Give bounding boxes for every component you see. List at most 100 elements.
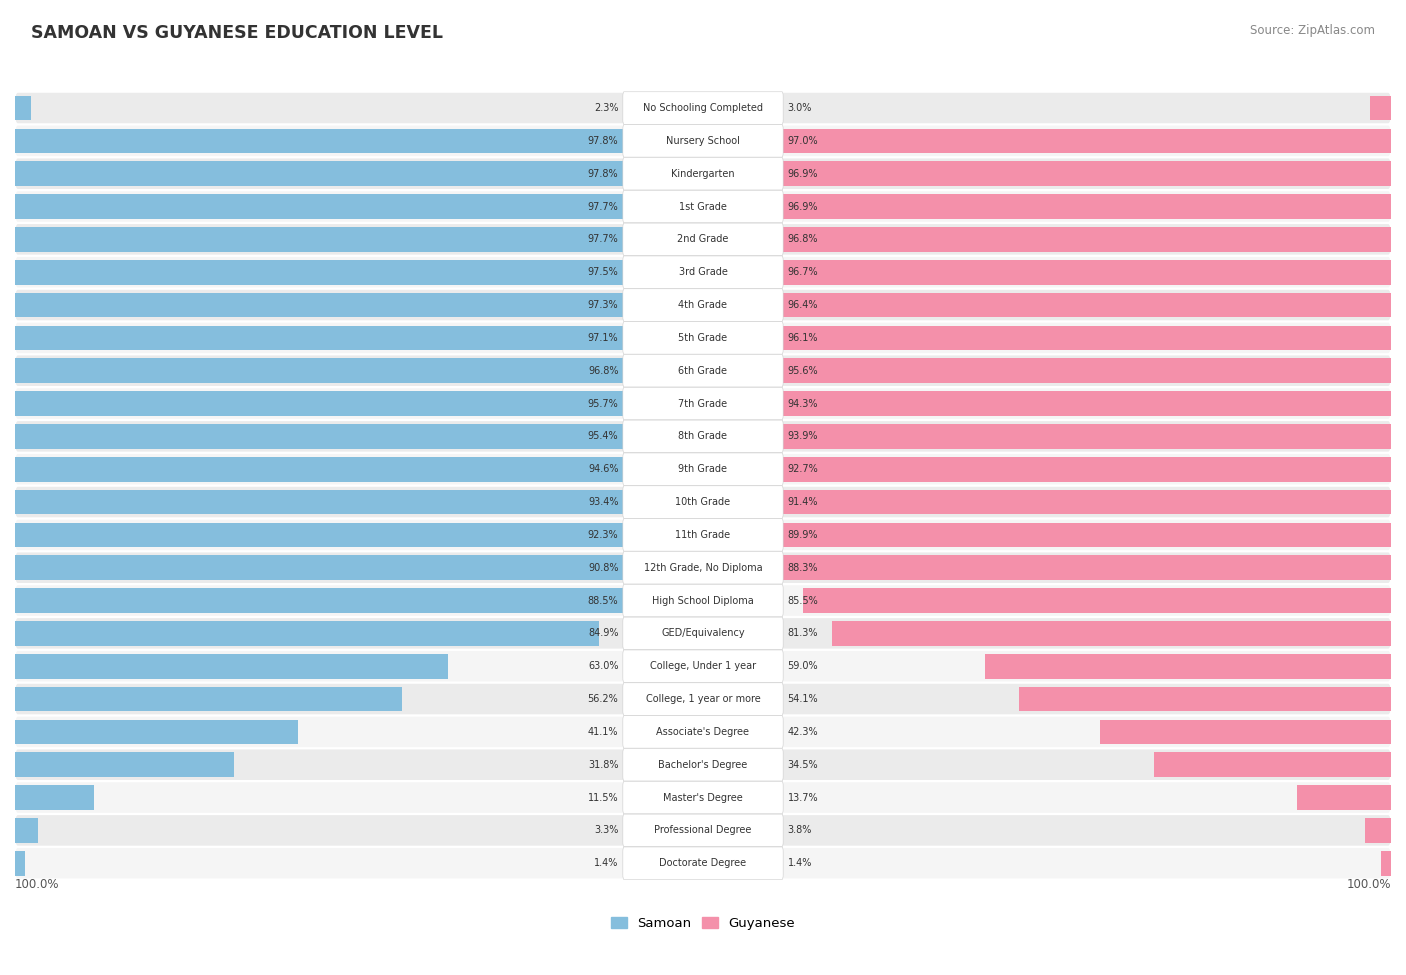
Text: 56.2%: 56.2%: [588, 694, 619, 704]
Text: 96.4%: 96.4%: [787, 300, 818, 310]
Text: No Schooling Completed: No Schooling Completed: [643, 103, 763, 113]
FancyBboxPatch shape: [623, 650, 783, 682]
Text: 42.3%: 42.3%: [787, 727, 818, 737]
FancyBboxPatch shape: [15, 848, 1391, 878]
Text: 88.3%: 88.3%: [787, 563, 818, 572]
Bar: [15, 686, 402, 712]
Text: 97.7%: 97.7%: [588, 202, 619, 212]
FancyBboxPatch shape: [623, 486, 783, 519]
Bar: [15, 162, 688, 186]
Text: 97.7%: 97.7%: [588, 234, 619, 245]
FancyBboxPatch shape: [15, 750, 1391, 780]
FancyBboxPatch shape: [623, 781, 783, 814]
FancyBboxPatch shape: [623, 92, 783, 124]
FancyBboxPatch shape: [623, 749, 783, 781]
Bar: [734, 359, 1391, 383]
FancyBboxPatch shape: [15, 651, 1391, 682]
Text: 2.3%: 2.3%: [593, 103, 619, 113]
Bar: [15, 391, 673, 416]
Text: 96.8%: 96.8%: [588, 366, 619, 375]
Bar: [762, 489, 1391, 515]
Text: 3.0%: 3.0%: [787, 103, 813, 113]
Text: 96.9%: 96.9%: [787, 202, 818, 212]
FancyBboxPatch shape: [623, 157, 783, 190]
FancyBboxPatch shape: [623, 223, 783, 255]
Bar: [15, 785, 94, 810]
Text: 93.4%: 93.4%: [588, 497, 619, 507]
Bar: [745, 424, 1391, 448]
Bar: [15, 359, 681, 383]
Text: 31.8%: 31.8%: [588, 760, 619, 769]
Bar: [1381, 851, 1391, 876]
Bar: [15, 326, 683, 350]
Bar: [15, 654, 449, 679]
Text: 81.3%: 81.3%: [787, 628, 818, 639]
FancyBboxPatch shape: [623, 387, 783, 420]
Text: 59.0%: 59.0%: [787, 661, 818, 671]
Text: 94.3%: 94.3%: [787, 399, 818, 409]
Text: 93.9%: 93.9%: [787, 431, 818, 442]
Text: 95.7%: 95.7%: [588, 399, 619, 409]
Bar: [15, 424, 671, 448]
Legend: Samoan, Guyanese: Samoan, Guyanese: [606, 912, 800, 935]
Text: 12th Grade, No Diploma: 12th Grade, No Diploma: [644, 563, 762, 572]
Text: Master's Degree: Master's Degree: [664, 793, 742, 802]
Text: College, Under 1 year: College, Under 1 year: [650, 661, 756, 671]
Text: 63.0%: 63.0%: [588, 661, 619, 671]
Text: 96.7%: 96.7%: [787, 267, 818, 277]
Text: 97.5%: 97.5%: [588, 267, 619, 277]
FancyBboxPatch shape: [15, 388, 1391, 419]
FancyBboxPatch shape: [15, 224, 1391, 254]
FancyBboxPatch shape: [623, 584, 783, 617]
FancyBboxPatch shape: [15, 487, 1391, 518]
Bar: [1371, 96, 1391, 120]
Text: 92.7%: 92.7%: [787, 464, 818, 474]
FancyBboxPatch shape: [15, 191, 1391, 221]
Text: 41.1%: 41.1%: [588, 727, 619, 737]
FancyBboxPatch shape: [623, 190, 783, 222]
Text: 3rd Grade: 3rd Grade: [679, 267, 727, 277]
Bar: [725, 260, 1391, 285]
Bar: [1019, 686, 1391, 712]
FancyBboxPatch shape: [15, 323, 1391, 353]
Text: Professional Degree: Professional Degree: [654, 826, 752, 836]
FancyBboxPatch shape: [623, 125, 783, 157]
Text: 97.3%: 97.3%: [588, 300, 619, 310]
Text: 13.7%: 13.7%: [787, 793, 818, 802]
Text: 96.8%: 96.8%: [787, 234, 818, 245]
Bar: [730, 326, 1391, 350]
Bar: [772, 523, 1391, 547]
FancyBboxPatch shape: [15, 618, 1391, 648]
Bar: [832, 621, 1391, 645]
Bar: [742, 391, 1391, 416]
FancyBboxPatch shape: [623, 355, 783, 387]
Text: 100.0%: 100.0%: [1347, 878, 1391, 891]
Bar: [15, 818, 38, 842]
Text: 97.8%: 97.8%: [588, 136, 619, 146]
Bar: [724, 194, 1391, 218]
Text: 89.9%: 89.9%: [787, 529, 818, 540]
Text: 7th Grade: 7th Grade: [679, 399, 727, 409]
FancyBboxPatch shape: [15, 93, 1391, 123]
Text: 5th Grade: 5th Grade: [679, 332, 727, 343]
Text: 100.0%: 100.0%: [15, 878, 59, 891]
FancyBboxPatch shape: [623, 847, 783, 879]
FancyBboxPatch shape: [623, 716, 783, 748]
Text: 97.1%: 97.1%: [588, 332, 619, 343]
Bar: [754, 457, 1391, 482]
Text: 34.5%: 34.5%: [787, 760, 818, 769]
FancyBboxPatch shape: [15, 520, 1391, 550]
Bar: [783, 556, 1391, 580]
Bar: [15, 588, 624, 613]
Bar: [15, 194, 688, 218]
Bar: [725, 227, 1391, 252]
Bar: [15, 489, 658, 515]
Bar: [15, 129, 688, 153]
Text: 4th Grade: 4th Grade: [679, 300, 727, 310]
Bar: [15, 621, 599, 645]
Bar: [15, 556, 640, 580]
Text: Kindergarten: Kindergarten: [671, 169, 735, 178]
FancyBboxPatch shape: [15, 257, 1391, 288]
Text: College, 1 year or more: College, 1 year or more: [645, 694, 761, 704]
FancyBboxPatch shape: [623, 256, 783, 289]
